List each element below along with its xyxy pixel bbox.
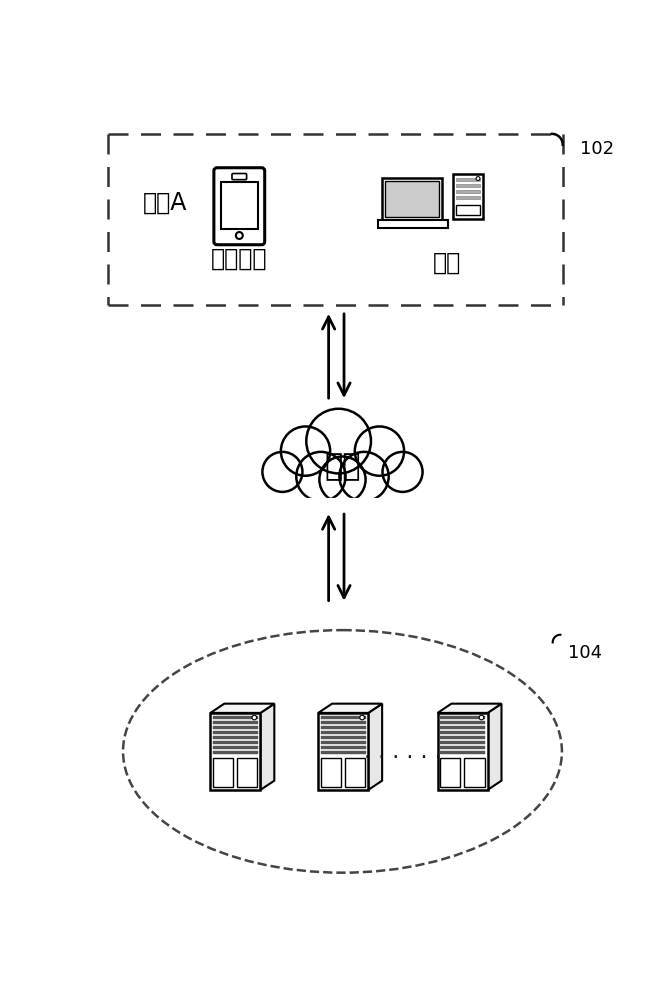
Polygon shape: [368, 704, 382, 790]
FancyBboxPatch shape: [214, 168, 265, 245]
Circle shape: [383, 452, 423, 492]
Bar: [440, 758, 460, 787]
Circle shape: [479, 715, 484, 720]
Bar: [213, 751, 258, 754]
Text: 网络: 网络: [324, 452, 361, 481]
Circle shape: [476, 177, 480, 180]
Polygon shape: [211, 704, 274, 713]
Circle shape: [296, 452, 346, 501]
Ellipse shape: [123, 630, 562, 873]
Bar: [318, 713, 368, 790]
Text: 102: 102: [579, 140, 613, 158]
Bar: [438, 713, 488, 790]
Circle shape: [339, 452, 389, 501]
Text: 移动终端: 移动终端: [211, 247, 268, 271]
Bar: [213, 741, 258, 744]
Bar: [345, 758, 365, 787]
Text: 用户A: 用户A: [143, 190, 187, 214]
Circle shape: [281, 426, 330, 476]
Polygon shape: [260, 704, 274, 790]
Text: · · · · · ·: · · · · · ·: [364, 748, 442, 768]
Bar: [440, 726, 485, 729]
Bar: [440, 736, 485, 739]
Bar: [254, 500, 431, 530]
Bar: [320, 751, 366, 754]
Bar: [440, 746, 485, 749]
Polygon shape: [438, 704, 502, 713]
Circle shape: [360, 715, 365, 720]
Bar: [320, 746, 366, 749]
Circle shape: [236, 232, 243, 239]
Bar: [320, 758, 341, 787]
Bar: [320, 726, 366, 729]
Polygon shape: [488, 704, 502, 790]
Bar: [385, 181, 439, 217]
Polygon shape: [378, 220, 448, 228]
Circle shape: [355, 426, 404, 476]
Bar: [213, 721, 258, 724]
FancyBboxPatch shape: [232, 174, 247, 180]
Bar: [440, 721, 485, 724]
Text: 电脑: 电脑: [433, 250, 462, 274]
Bar: [456, 196, 480, 199]
Circle shape: [306, 409, 371, 473]
Bar: [213, 726, 258, 729]
Bar: [464, 758, 484, 787]
Bar: [213, 736, 258, 739]
Bar: [456, 190, 480, 193]
Bar: [213, 731, 258, 734]
Bar: [320, 741, 366, 744]
Circle shape: [262, 452, 302, 492]
Bar: [454, 174, 482, 219]
Bar: [213, 746, 258, 749]
Text: 104: 104: [568, 644, 602, 662]
Bar: [221, 182, 258, 229]
Bar: [320, 731, 366, 734]
Bar: [237, 758, 258, 787]
Bar: [456, 205, 480, 215]
Bar: [440, 751, 485, 754]
Bar: [320, 716, 366, 719]
Bar: [213, 758, 233, 787]
Bar: [320, 736, 366, 739]
Bar: [456, 184, 480, 187]
Circle shape: [319, 456, 365, 503]
Bar: [440, 716, 485, 719]
Polygon shape: [318, 704, 382, 713]
Bar: [456, 178, 480, 181]
Bar: [211, 713, 260, 790]
Circle shape: [252, 715, 257, 720]
Polygon shape: [382, 178, 442, 220]
Bar: [440, 731, 485, 734]
Bar: [213, 716, 258, 719]
Bar: [320, 721, 366, 724]
Bar: [440, 741, 485, 744]
